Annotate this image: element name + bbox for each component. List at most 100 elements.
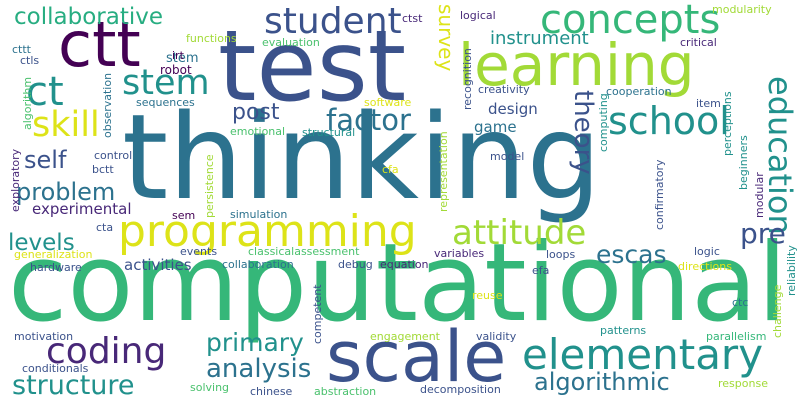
word-abstraction: abstraction	[314, 385, 377, 398]
word-simulation: simulation	[230, 208, 288, 221]
word-programming: programming	[118, 206, 417, 257]
word-engagement: engagement	[370, 330, 440, 343]
word-hardware: hardware	[30, 261, 82, 274]
word-factor: factor	[326, 103, 411, 137]
word-design: design	[488, 100, 538, 118]
word-ctls: ctls	[20, 54, 40, 67]
word-efa: efa	[532, 264, 550, 277]
word-computing: computing	[597, 93, 610, 152]
word-control: control	[94, 149, 133, 162]
word-experimental: experimental	[32, 200, 132, 218]
word-theory: theory	[568, 90, 598, 175]
word-analysis: analysis	[206, 354, 312, 384]
word-cta: cta	[96, 221, 114, 234]
word-skill: skill	[32, 105, 100, 145]
word-perceptions: perceptions	[721, 91, 734, 156]
word-self: self	[24, 146, 67, 174]
word-generalization: generalization	[14, 248, 93, 261]
word-learning: learning	[458, 31, 695, 99]
word-motivation: motivation	[14, 330, 74, 343]
word-competent: competent	[311, 284, 324, 344]
word-collaboration: collaboration	[222, 258, 294, 271]
word-attitude: attitude	[452, 213, 587, 253]
word-ctst: ctst	[402, 12, 423, 25]
word-scale: scale	[326, 316, 507, 398]
word-recognition: recognition	[461, 48, 474, 110]
word-thinking: thinking	[122, 88, 602, 226]
word-parallelism: parallelism	[706, 330, 767, 343]
word-software: software	[364, 96, 412, 109]
word-functions: functions	[186, 32, 237, 45]
word-representation: representation	[437, 131, 450, 212]
word-evaluation: evaluation	[262, 36, 320, 49]
word-debug: debug	[338, 258, 373, 271]
word-cttt: cttt	[12, 43, 31, 56]
word-algorithm: algorithm	[21, 76, 34, 130]
word-validity: validity	[476, 330, 517, 343]
word-escas: escas	[596, 240, 667, 269]
word-concepts: concepts	[540, 0, 721, 43]
word-coding: coding	[46, 331, 167, 372]
word-ct: ct	[26, 69, 64, 115]
word-observation: observation	[101, 72, 114, 138]
word-directions: directions	[678, 260, 732, 273]
word-beginners: beginners	[737, 135, 750, 190]
word-algorithmic: algorithmic	[534, 368, 670, 396]
word-modular: modular	[753, 172, 766, 218]
word-game: game	[474, 118, 517, 136]
word-creativity: creativity	[478, 83, 530, 96]
word-confirmatory: confirmatory	[653, 159, 666, 230]
word-levels: levels	[8, 230, 75, 256]
word-sem: sem	[172, 209, 196, 222]
word-reuse: reuse	[472, 289, 503, 302]
word-post: post	[232, 100, 280, 125]
word-events: events	[180, 245, 218, 258]
word-reliability: reliability	[785, 245, 798, 296]
word-exploratory: exploratory	[9, 148, 22, 212]
word-modularity: modularity	[712, 3, 772, 16]
word-persistence: persistence	[203, 154, 216, 218]
word-ctt: ctt	[58, 8, 141, 81]
word-logic: logic	[694, 245, 720, 258]
word-test: test	[218, 10, 407, 124]
word-logical: logical	[460, 9, 496, 22]
word-emotional: emotional	[230, 125, 286, 138]
word-ctc: ctc	[732, 296, 749, 309]
word-irt: irt	[172, 49, 184, 62]
word-patterns: patterns	[600, 324, 647, 337]
word-instrument: instrument	[490, 28, 589, 49]
word-solving: solving	[190, 381, 230, 394]
word-model: model	[490, 150, 525, 163]
word-loops: loops	[546, 248, 576, 261]
word-conditionals: conditionals	[22, 362, 89, 375]
word-sequences: sequences	[136, 96, 195, 109]
word-education: education	[761, 76, 799, 235]
word-variables: variables	[434, 247, 485, 260]
word-stem2: stem	[166, 51, 199, 66]
word-collaborative: collaborative	[14, 4, 163, 30]
word-robot: robot	[160, 63, 192, 77]
word-bctt: bctt	[92, 163, 114, 176]
word-cooperation: cooperation	[606, 85, 672, 98]
word-problem: problem	[16, 178, 116, 206]
word-chinese: chinese	[250, 385, 293, 398]
word-structural: structural	[302, 126, 356, 139]
word-student: student	[264, 1, 402, 42]
word-response: response	[718, 377, 768, 390]
word-stem: stem	[122, 63, 210, 103]
word-critical: critical	[680, 36, 717, 49]
word-equation: equation	[380, 258, 429, 271]
word-item: item	[696, 97, 721, 110]
word-decomposition: decomposition	[420, 383, 501, 396]
word-pre: pre	[740, 217, 786, 250]
word-activities: activities	[124, 256, 192, 274]
word-computational: computational	[8, 221, 788, 346]
word-elementary: elementary	[522, 330, 764, 379]
word-cfa: cfa	[382, 163, 399, 176]
word-school: school	[608, 99, 730, 143]
word-structure: structure	[12, 370, 135, 400]
word-classicalassessment: classicalassessment	[248, 245, 360, 258]
word-challenge: challenge	[771, 284, 784, 338]
word-primary: primary	[206, 328, 304, 357]
